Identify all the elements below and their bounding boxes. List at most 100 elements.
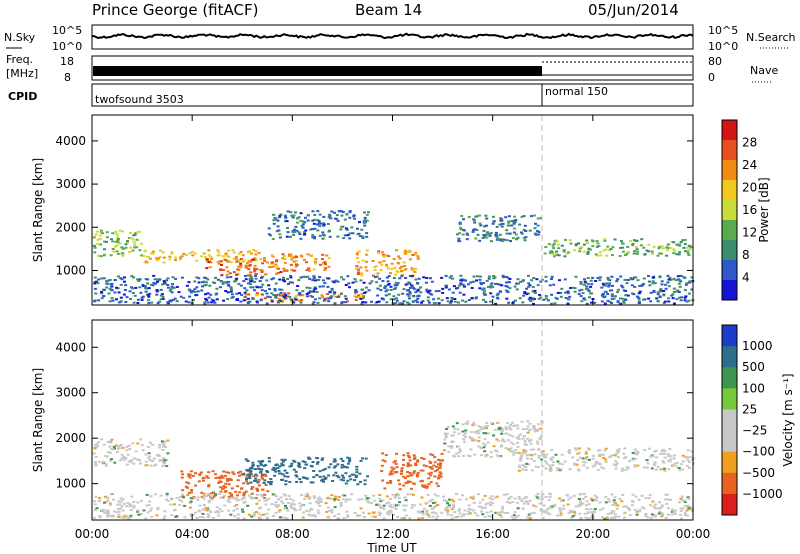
heatmap-cell: [109, 441, 113, 444]
heatmap-cell: [489, 240, 493, 243]
heatmap-cell: [474, 431, 478, 434]
heatmap-cell: [626, 507, 630, 509]
heatmap-cell: [622, 300, 625, 303]
heatmap-cell: [667, 297, 670, 300]
heatmap-cell: [125, 296, 129, 299]
heatmap-cell: [305, 286, 309, 289]
colorbar-frame: [721, 119, 738, 301]
heatmap-cell: [277, 293, 281, 296]
heatmap-cell: [461, 299, 464, 302]
heatmap-cell: [121, 230, 125, 233]
heatmap-cell: [275, 463, 279, 466]
heatmap-cell: [295, 264, 299, 267]
heatmap-cell: [469, 437, 473, 440]
heatmap-cell: [356, 273, 360, 276]
heatmap-cell: [190, 489, 194, 491]
heatmap-cell: [652, 464, 656, 467]
heatmap-cell: [666, 498, 670, 501]
heatmap-cell: [207, 471, 211, 474]
heatmap-cell: [130, 275, 134, 278]
heatmap-cell: [269, 234, 272, 237]
heatmap-cell: [411, 253, 415, 256]
heatmap-cell: [203, 276, 206, 279]
heatmap-cell: [544, 246, 548, 248]
heatmap-cell: [584, 508, 588, 510]
heatmap-cell: [642, 466, 646, 469]
heatmap-cell: [210, 257, 214, 260]
heatmap-cell: [217, 251, 221, 254]
heatmap-cell: [334, 217, 337, 220]
heatmap-cell: [264, 484, 268, 486]
heatmap-cell: [400, 470, 404, 473]
heatmap-cell: [408, 291, 412, 294]
heatmap-cell: [375, 503, 379, 506]
heatmap-cell: [611, 254, 614, 257]
colorbar-tick-label: 500: [742, 360, 765, 374]
heatmap-cell: [136, 510, 139, 513]
heatmap-cell: [517, 452, 521, 455]
heatmap-cell: [404, 514, 408, 517]
heatmap-cell: [271, 255, 275, 258]
heatmap-cell: [568, 468, 572, 471]
heatmap-cell: [484, 432, 488, 435]
heatmap-cell: [115, 250, 119, 253]
heatmap-cell: [191, 514, 195, 516]
heatmap-cell: [531, 290, 535, 293]
heatmap-cell: [507, 215, 511, 218]
heatmap-cell: [271, 493, 275, 496]
heatmap-cell: [438, 464, 442, 467]
heatmap-cell: [378, 277, 382, 280]
heatmap-cell: [117, 510, 121, 513]
heatmap-cell: [358, 296, 362, 299]
heatmap-cell: [313, 286, 317, 289]
heatmap-cell: [493, 449, 497, 452]
heatmap-cell: [586, 517, 590, 520]
heatmap-cell: [544, 495, 548, 498]
heatmap-cell: [457, 301, 460, 304]
heatmap-cell: [259, 268, 263, 271]
heatmap-cell: [686, 459, 690, 462]
heatmap-cell: [282, 460, 285, 463]
heatmap-cell: [359, 266, 363, 269]
heatmap-cell: [661, 247, 665, 250]
heatmap-cell: [336, 235, 340, 238]
heatmap-cell: [254, 477, 258, 480]
heatmap-cell: [667, 455, 671, 458]
heatmap-cell: [104, 455, 108, 457]
heatmap-cell: [686, 508, 690, 511]
heatmap-cell: [146, 255, 150, 258]
heatmap-cell: [541, 493, 545, 496]
heatmap-cell: [507, 498, 511, 501]
heatmap-cell: [288, 481, 292, 483]
heatmap-cell: [642, 507, 646, 510]
heatmap-cell: [278, 465, 282, 468]
heatmap-cell: [260, 473, 264, 476]
heatmap-cell: [433, 461, 437, 464]
heatmap-cell: [420, 496, 424, 499]
heatmap-cell: [311, 279, 315, 282]
heatmap-cell: [512, 222, 516, 225]
heatmap-cell: [217, 254, 221, 257]
heatmap-cell: [290, 258, 294, 261]
heatmap-cell: [536, 284, 540, 287]
heatmap-cell: [112, 510, 116, 513]
heatmap-cell: [179, 295, 183, 298]
heatmap-cell: [483, 494, 487, 497]
heatmap-cell: [653, 514, 657, 517]
heatmap-cell: [364, 286, 368, 289]
heatmap-cell: [429, 277, 432, 280]
heatmap-cell: [263, 479, 267, 482]
heatmap-cell: [292, 503, 296, 506]
heatmap-cell: [667, 278, 671, 281]
heatmap-cell: [583, 461, 587, 464]
heatmap-cell: [582, 297, 586, 300]
heatmap-cell: [222, 487, 225, 490]
heatmap-cell: [206, 476, 210, 479]
heatmap-cell: [175, 300, 179, 303]
heatmap-cell: [168, 289, 172, 292]
heatmap-cell: [162, 457, 166, 460]
heatmap-cell: [119, 500, 123, 503]
heatmap-cell: [585, 302, 589, 305]
heatmap-cell: [517, 469, 521, 472]
heatmap-cell: [419, 469, 423, 472]
